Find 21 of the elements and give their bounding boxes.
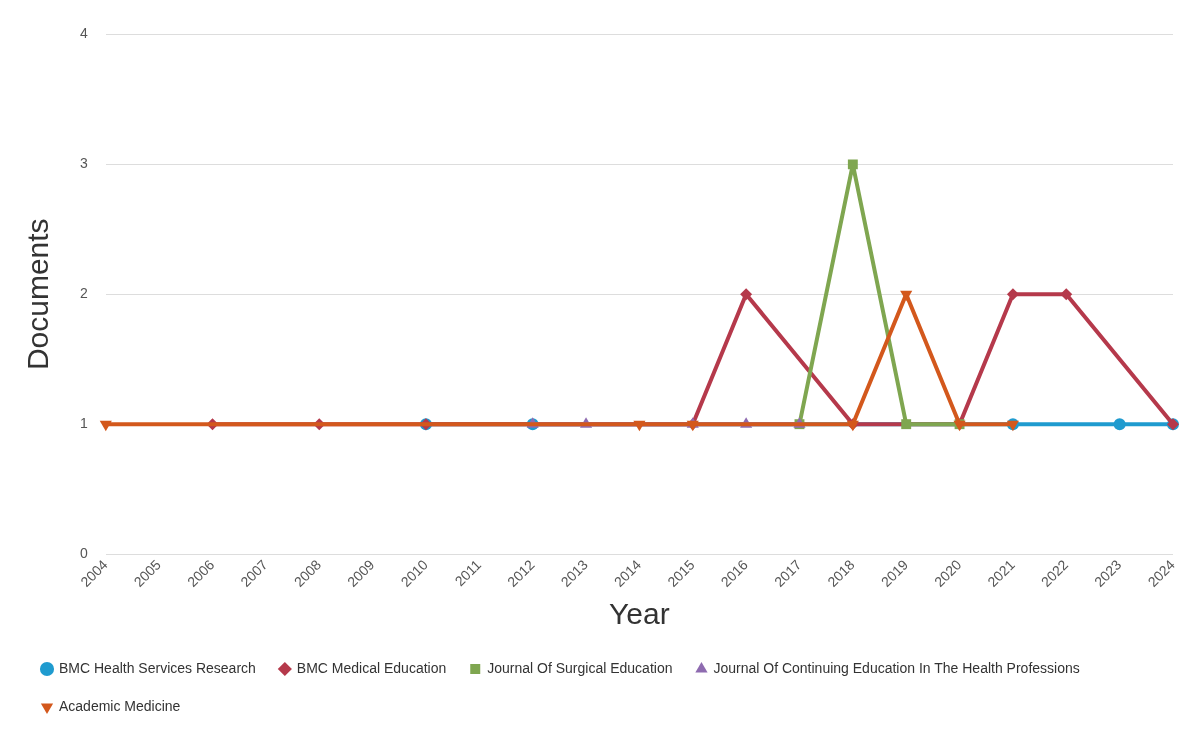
y-tick-label: 0 (79, 544, 88, 561)
x-axis-title: Year (609, 597, 670, 631)
y-tick-label: 4 (79, 25, 88, 42)
legend-label: Journal Of Continuing Education In The Health Professions (713, 659, 1080, 676)
point (1060, 288, 1073, 301)
point (901, 419, 912, 430)
legend-label: BMC Medical Education (296, 659, 447, 676)
point (99, 420, 112, 432)
point (740, 288, 753, 301)
point (847, 159, 858, 170)
legend-label: Journal Of Surgical Education (487, 659, 673, 676)
y-axis-title: Documents (21, 218, 55, 371)
y-tick-label: 1 (79, 415, 88, 432)
y-tick-label: 3 (79, 155, 88, 172)
legend-label: BMC Health Services Research (59, 659, 256, 676)
y-tick-label: 2 (79, 285, 88, 302)
legend-label: Academic Medicine (59, 697, 181, 714)
point (1006, 288, 1019, 301)
point (633, 420, 646, 432)
point (900, 290, 913, 302)
point (1113, 418, 1126, 431)
